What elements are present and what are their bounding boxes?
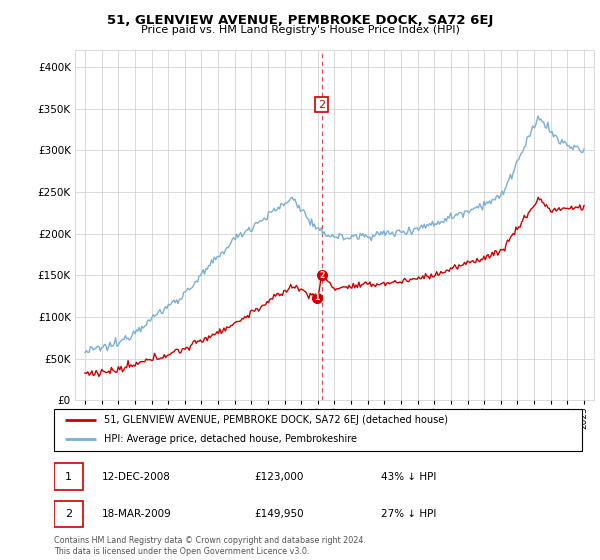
Text: Price paid vs. HM Land Registry's House Price Index (HPI): Price paid vs. HM Land Registry's House … bbox=[140, 25, 460, 35]
Text: 27% ↓ HPI: 27% ↓ HPI bbox=[382, 509, 437, 519]
Text: 1: 1 bbox=[314, 293, 320, 302]
Text: 43% ↓ HPI: 43% ↓ HPI bbox=[382, 472, 437, 482]
Text: 51, GLENVIEW AVENUE, PEMBROKE DOCK, SA72 6EJ: 51, GLENVIEW AVENUE, PEMBROKE DOCK, SA72… bbox=[107, 14, 493, 27]
Text: 2: 2 bbox=[65, 509, 72, 519]
Text: £149,950: £149,950 bbox=[254, 509, 304, 519]
Text: 2: 2 bbox=[318, 100, 325, 110]
Text: 1: 1 bbox=[65, 472, 72, 482]
Bar bbox=[54, 501, 83, 528]
Text: 51, GLENVIEW AVENUE, PEMBROKE DOCK, SA72 6EJ (detached house): 51, GLENVIEW AVENUE, PEMBROKE DOCK, SA72… bbox=[104, 415, 448, 425]
Text: 2: 2 bbox=[319, 271, 324, 280]
Text: 18-MAR-2009: 18-MAR-2009 bbox=[101, 509, 171, 519]
Text: Contains HM Land Registry data © Crown copyright and database right 2024.
This d: Contains HM Land Registry data © Crown c… bbox=[54, 536, 366, 556]
Bar bbox=[54, 463, 83, 490]
Text: HPI: Average price, detached house, Pembrokeshire: HPI: Average price, detached house, Pemb… bbox=[104, 435, 357, 445]
Text: £123,000: £123,000 bbox=[254, 472, 304, 482]
Text: 12-DEC-2008: 12-DEC-2008 bbox=[101, 472, 170, 482]
